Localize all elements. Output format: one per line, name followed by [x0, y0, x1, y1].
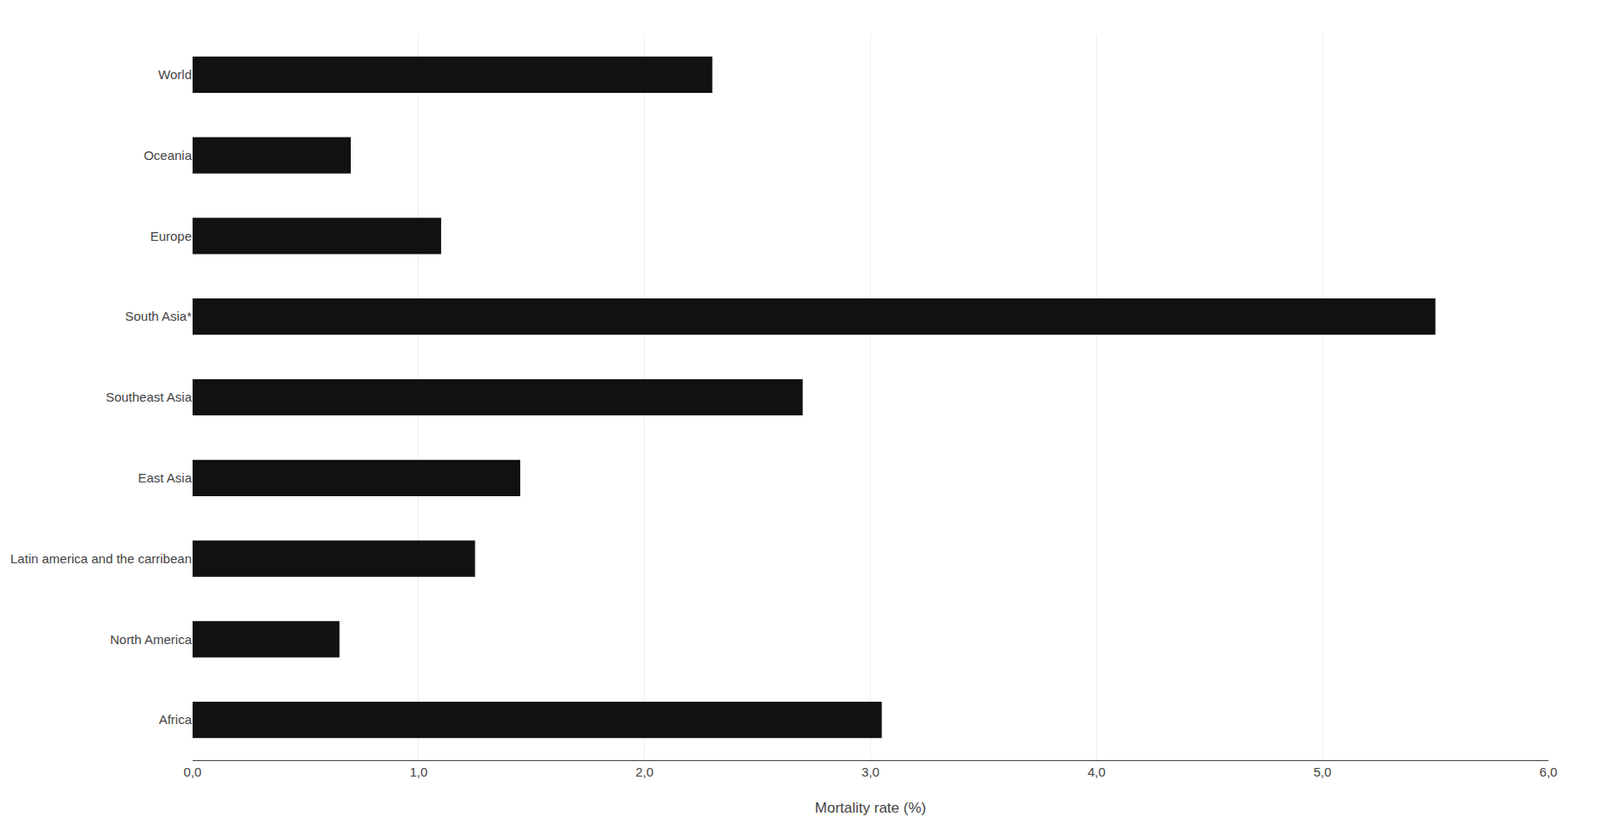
svg-text:East Asia: East Asia — [137, 470, 192, 485]
svg-text:3,0: 3,0 — [861, 764, 880, 779]
svg-text:Mortality rate (%): Mortality rate (%) — [815, 799, 926, 816]
svg-text:Latin america and the carribea: Latin america and the carribean — [10, 551, 192, 566]
svg-text:2,0: 2,0 — [635, 764, 654, 779]
svg-text:6,0: 6,0 — [1539, 764, 1558, 779]
svg-text:1,0: 1,0 — [409, 764, 428, 779]
svg-text:South Asia*: South Asia* — [124, 308, 192, 324]
svg-text:Southeast Asia: Southeast Asia — [105, 389, 193, 405]
svg-text:Europe: Europe — [150, 228, 192, 244]
svg-text:Africa: Africa — [159, 711, 193, 727]
svg-text:0,0: 0,0 — [183, 764, 203, 779]
svg-text:4,0: 4,0 — [1087, 764, 1106, 779]
svg-text:World: World — [158, 67, 192, 82]
svg-text:North America: North America — [110, 631, 193, 647]
svg-text:Oceania: Oceania — [143, 147, 193, 163]
svg-text:5,0: 5,0 — [1313, 764, 1332, 779]
